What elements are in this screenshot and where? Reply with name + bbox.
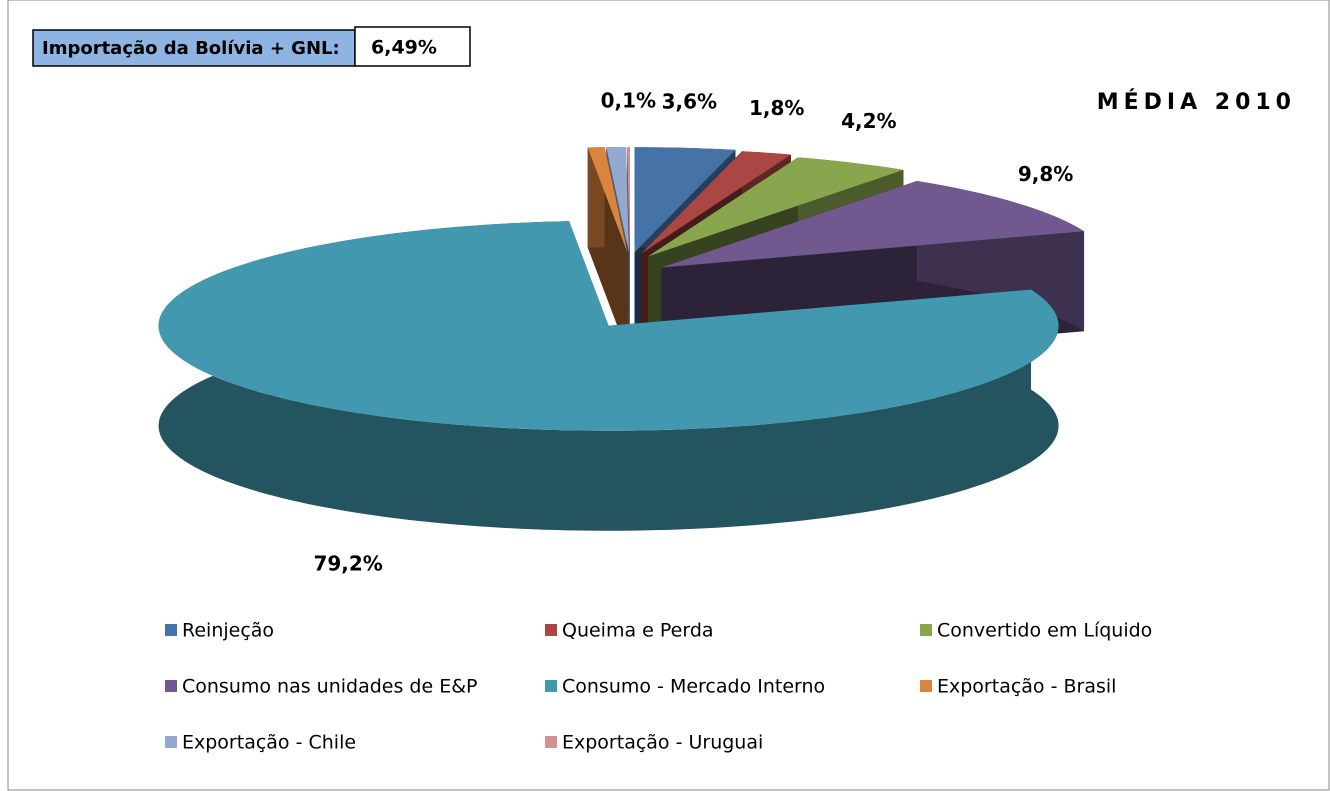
note-value-box	[354, 26, 471, 67]
slice	[634, 147, 736, 253]
legend-swatch	[165, 680, 177, 692]
legend-swatch	[545, 624, 557, 636]
legend-swatch	[545, 680, 557, 692]
slice	[627, 147, 630, 253]
data-label: 9,8%	[1018, 162, 1073, 186]
legend-label: Exportação - Uruguai	[562, 732, 763, 754]
legend-swatch	[165, 736, 177, 748]
legend-swatch	[545, 736, 557, 748]
note-label: Importação da Bolívia + GNL:	[42, 38, 340, 59]
data-label: 0,1%	[601, 89, 656, 113]
data-label: 4,2%	[841, 109, 896, 133]
legend-label: Consumo - Mercado Interno	[562, 676, 825, 698]
note-label-box	[32, 29, 356, 67]
legend-label: Reinjeção	[182, 620, 274, 642]
slice	[606, 147, 629, 253]
slice	[648, 157, 904, 257]
legend-label: Consumo nas unidades de E&P	[182, 676, 478, 698]
data-label: 1,8%	[749, 96, 804, 120]
legend-label: Exportação - Chile	[182, 732, 356, 754]
legend-label: Convertido em Líquido	[937, 620, 1152, 642]
slice	[587, 147, 628, 253]
slice	[158, 221, 1059, 431]
slice	[661, 181, 1085, 268]
legend-label: Exportação - Brasil	[937, 676, 1116, 698]
legend-label: Queima e Perda	[562, 620, 714, 642]
data-label: 79,2%	[313, 552, 382, 576]
slice	[641, 151, 791, 254]
legend-swatch	[920, 624, 932, 636]
data-label: 3,6%	[662, 90, 717, 114]
legend-swatch	[920, 680, 932, 692]
note-value: 6,49%	[371, 37, 437, 59]
legend-swatch	[165, 624, 177, 636]
chart-title: MÉDIA 2010	[1097, 89, 1296, 115]
